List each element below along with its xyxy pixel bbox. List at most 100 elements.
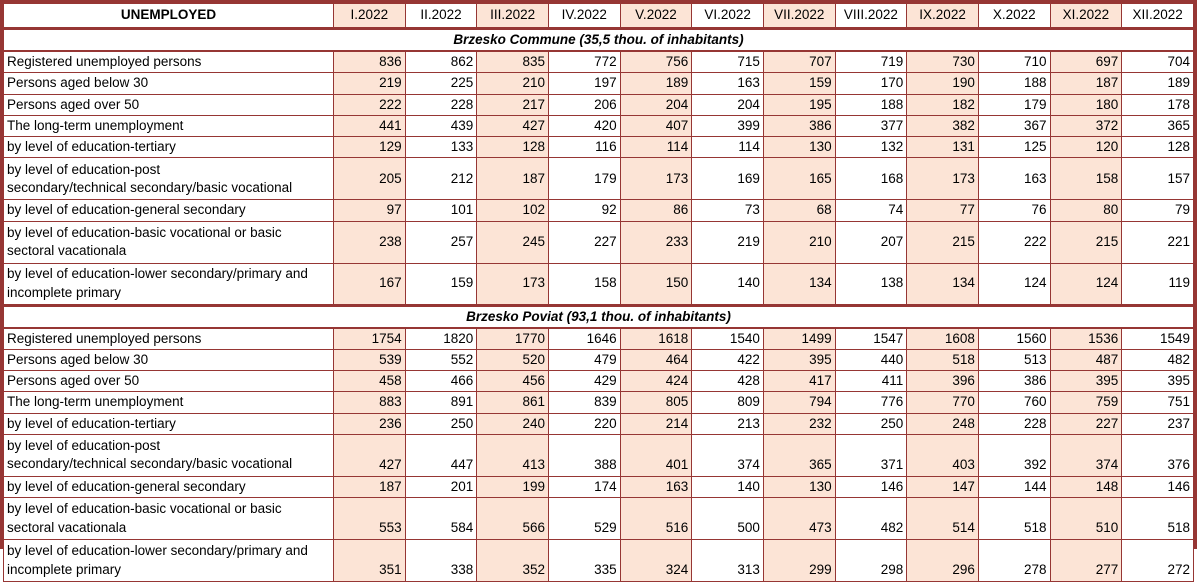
value-cell: 124 [977, 262, 1051, 306]
value-cell: 232 [762, 412, 836, 435]
value-cell: 401 [619, 433, 693, 477]
value-cell: 518 [977, 497, 1051, 541]
value-cell: 420 [547, 114, 621, 138]
row-label: by level of education-general secondary [3, 199, 334, 222]
value-cell: 395 [1121, 370, 1194, 393]
value-cell: 395 [1049, 370, 1123, 393]
value-cell: 212 [404, 157, 478, 201]
value-cell: 132 [834, 136, 908, 159]
value-cell: 119 [1121, 262, 1194, 306]
value-cell: 335 [547, 539, 621, 582]
row-label: by level of education-post secondary/tec… [3, 433, 334, 477]
value-cell: 710 [977, 50, 1051, 74]
value-cell: 187 [476, 157, 549, 201]
value-cell: 539 [333, 348, 406, 372]
table-row: by level of education-basic vocational o… [3, 497, 1194, 541]
value-cell: 130 [762, 136, 836, 159]
value-cell: 182 [906, 93, 979, 116]
value-cell: 174 [547, 475, 621, 499]
value-cell: 227 [547, 220, 621, 264]
value-cell: 760 [977, 391, 1051, 414]
value-cell: 1646 [547, 327, 621, 350]
value-cell: 756 [619, 50, 693, 74]
value-cell: 188 [977, 72, 1051, 95]
value-cell: 1499 [762, 327, 836, 350]
value-cell: 1770 [476, 327, 549, 350]
value-cell: 227 [1049, 412, 1123, 435]
value-cell: 520 [476, 348, 549, 372]
value-cell: 173 [906, 157, 979, 201]
value-cell: 124 [1049, 262, 1123, 306]
value-cell: 1540 [691, 327, 764, 350]
value-cell: 458 [333, 370, 406, 393]
value-cell: 165 [762, 157, 836, 201]
column-header-month: IX.2022 [906, 3, 979, 29]
row-label: Persons aged over 50 [3, 93, 334, 116]
value-cell: 1754 [333, 327, 406, 350]
value-cell: 217 [476, 93, 549, 116]
value-cell: 447 [404, 433, 478, 477]
value-cell: 79 [1121, 199, 1194, 222]
value-cell: 839 [547, 391, 621, 414]
value-cell: 128 [476, 136, 549, 159]
value-cell: 225 [404, 72, 478, 95]
value-cell: 222 [333, 93, 406, 116]
value-cell: 157 [1121, 157, 1194, 201]
value-cell: 809 [691, 391, 764, 414]
table-row: by level of education-general secondary 9… [3, 199, 1194, 222]
value-cell: 238 [333, 220, 406, 264]
value-cell: 552 [404, 348, 478, 372]
value-cell: 514 [906, 497, 979, 541]
value-cell: 201 [404, 475, 478, 499]
value-cell: 715 [691, 50, 764, 74]
value-cell: 386 [977, 370, 1051, 393]
value-cell: 584 [404, 497, 478, 541]
value-cell: 206 [547, 93, 621, 116]
value-cell: 372 [1049, 114, 1123, 138]
value-cell: 529 [547, 497, 621, 541]
column-header-month: V.2022 [619, 3, 693, 29]
value-cell: 220 [547, 412, 621, 435]
value-cell: 299 [762, 539, 836, 582]
value-cell: 500 [691, 497, 764, 541]
value-cell: 377 [834, 114, 908, 138]
value-cell: 883 [333, 391, 406, 414]
table-row: Persons aged over 50 222 228 217 206 204 204 19… [3, 93, 1194, 116]
value-cell: 147 [906, 475, 979, 499]
table-row: by level of education-lower secondary/pr… [3, 262, 1194, 306]
value-cell: 386 [762, 114, 836, 138]
value-cell: 74 [834, 199, 908, 222]
column-header-month: XII.2022 [1121, 3, 1194, 29]
section-title: Brzesko Commune (35,5 thou. of inhabitan… [3, 27, 1194, 53]
value-cell: 482 [834, 497, 908, 541]
value-cell: 144 [977, 475, 1051, 499]
value-cell: 214 [619, 412, 693, 435]
value-cell: 403 [906, 433, 979, 477]
row-label: Persons aged below 30 [3, 348, 334, 372]
value-cell: 1820 [404, 327, 478, 350]
value-cell: 189 [1121, 72, 1194, 95]
value-cell: 233 [619, 220, 693, 264]
value-cell: 86 [619, 199, 693, 222]
table-section: Brzesko Commune (35,5 thou. of inhabitan… [3, 27, 1194, 306]
value-cell: 367 [977, 114, 1051, 138]
value-cell: 1547 [834, 327, 908, 350]
value-cell: 205 [333, 157, 406, 201]
value-cell: 76 [977, 199, 1051, 222]
value-cell: 187 [1049, 72, 1123, 95]
value-cell: 102 [476, 199, 549, 222]
column-header-month: IV.2022 [547, 3, 621, 29]
table-section: Brzesko Poviat (93,1 thou. of inhabitant… [3, 303, 1194, 582]
value-cell: 553 [333, 497, 406, 541]
value-cell: 173 [619, 157, 693, 201]
column-header-month: I.2022 [333, 3, 406, 29]
value-cell: 313 [691, 539, 764, 582]
value-cell: 272 [1121, 539, 1194, 582]
value-cell: 179 [547, 157, 621, 201]
value-cell: 134 [906, 262, 979, 306]
row-label: by level of education-tertiary [3, 412, 334, 435]
value-cell: 248 [906, 412, 979, 435]
value-cell: 114 [691, 136, 764, 159]
value-cell: 566 [476, 497, 549, 541]
value-cell: 388 [547, 433, 621, 477]
